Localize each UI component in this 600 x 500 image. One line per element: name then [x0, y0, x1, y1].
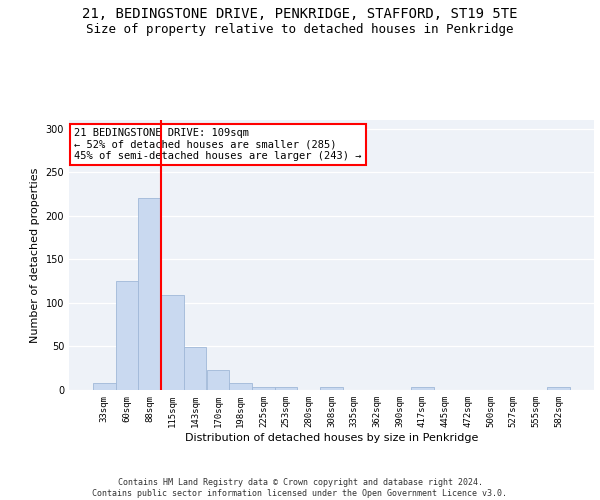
Bar	[547, 388, 570, 390]
Y-axis label: Number of detached properties: Number of detached properties	[30, 168, 40, 342]
Text: Size of property relative to detached houses in Penkridge: Size of property relative to detached ho…	[86, 22, 514, 36]
Text: 21 BEDINGSTONE DRIVE: 109sqm
← 52% of detached houses are smaller (285)
45% of s: 21 BEDINGSTONE DRIVE: 109sqm ← 52% of de…	[74, 128, 362, 162]
Text: 21, BEDINGSTONE DRIVE, PENKRIDGE, STAFFORD, ST19 5TE: 21, BEDINGSTONE DRIVE, PENKRIDGE, STAFFO…	[82, 8, 518, 22]
Bar	[139, 198, 161, 390]
Bar	[252, 388, 275, 390]
Bar	[161, 295, 184, 390]
Bar	[229, 383, 252, 390]
Bar	[184, 348, 206, 390]
Bar	[275, 386, 298, 390]
Bar	[320, 386, 343, 390]
Bar	[206, 370, 229, 390]
Text: Contains HM Land Registry data © Crown copyright and database right 2024.
Contai: Contains HM Land Registry data © Crown c…	[92, 478, 508, 498]
Bar	[411, 388, 434, 390]
Bar	[116, 281, 139, 390]
X-axis label: Distribution of detached houses by size in Penkridge: Distribution of detached houses by size …	[185, 432, 478, 442]
Bar	[93, 383, 116, 390]
